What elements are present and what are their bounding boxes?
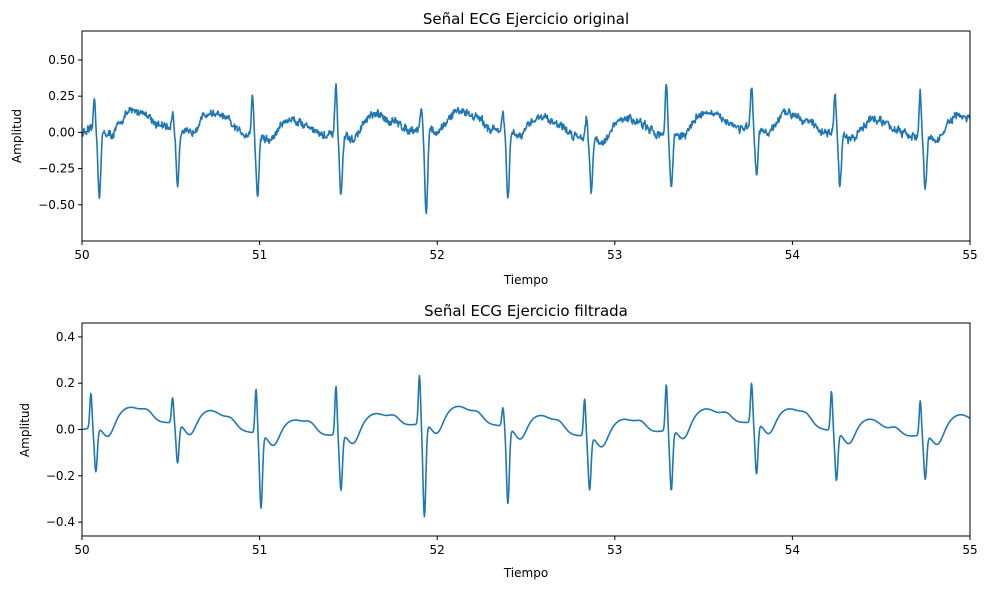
ecg-line-filtered [82,374,970,518]
y-tick-label: 0.50 [48,53,75,67]
x-axis-label: Tiempo [503,566,548,580]
x-tick-label: 53 [607,543,622,557]
y-tick-label: −0.4 [46,515,75,529]
y-tick-label: 0.00 [48,125,75,139]
chart-original: Señal ECG Ejercicio original 50 51 52 53 54 5… [10,10,978,287]
y-axis: −0.4 −0.2 0.0 0.2 0.4 [46,330,82,529]
y-tick-label: −0.25 [38,162,75,176]
ecg-series-line [82,83,970,215]
chart-title: Señal ECG Ejercicio filtrada [424,302,628,320]
x-tick-label: 50 [74,543,89,557]
x-tick-label: 51 [252,543,267,557]
ecg-series-line [82,374,970,518]
x-tick-label: 54 [785,543,800,557]
y-axis-label: Amplitud [18,403,32,457]
y-axis: −0.50 −0.25 0.00 0.25 0.50 [38,53,82,212]
x-axis: 50 51 52 53 54 55 [74,536,978,557]
ecg-line-original [82,83,970,215]
x-axis-label: Tiempo [503,273,548,287]
chart-filtered: Señal ECG Ejercicio filtrada 50 51 52 53 54 5… [18,302,978,580]
x-tick-label: 52 [430,543,445,557]
y-tick-label: −0.2 [46,469,75,483]
y-tick-label: 0.0 [56,423,75,437]
chart-title: Señal ECG Ejercicio original [423,10,629,28]
x-axis: 50 51 52 53 54 55 [74,241,978,262]
y-tick-label: 0.25 [48,89,75,103]
x-tick-label: 55 [962,543,977,557]
y-tick-label: −0.50 [38,198,75,212]
y-tick-label: 0.4 [56,330,75,344]
x-tick-label: 51 [252,248,267,262]
x-tick-label: 52 [430,248,445,262]
x-tick-label: 55 [962,248,977,262]
x-tick-label: 50 [74,248,89,262]
plot-frame [81,30,971,242]
y-axis-label: Amplitud [10,109,24,163]
y-tick-label: 0.2 [56,376,75,390]
x-tick-label: 54 [785,248,800,262]
x-tick-label: 53 [607,248,622,262]
